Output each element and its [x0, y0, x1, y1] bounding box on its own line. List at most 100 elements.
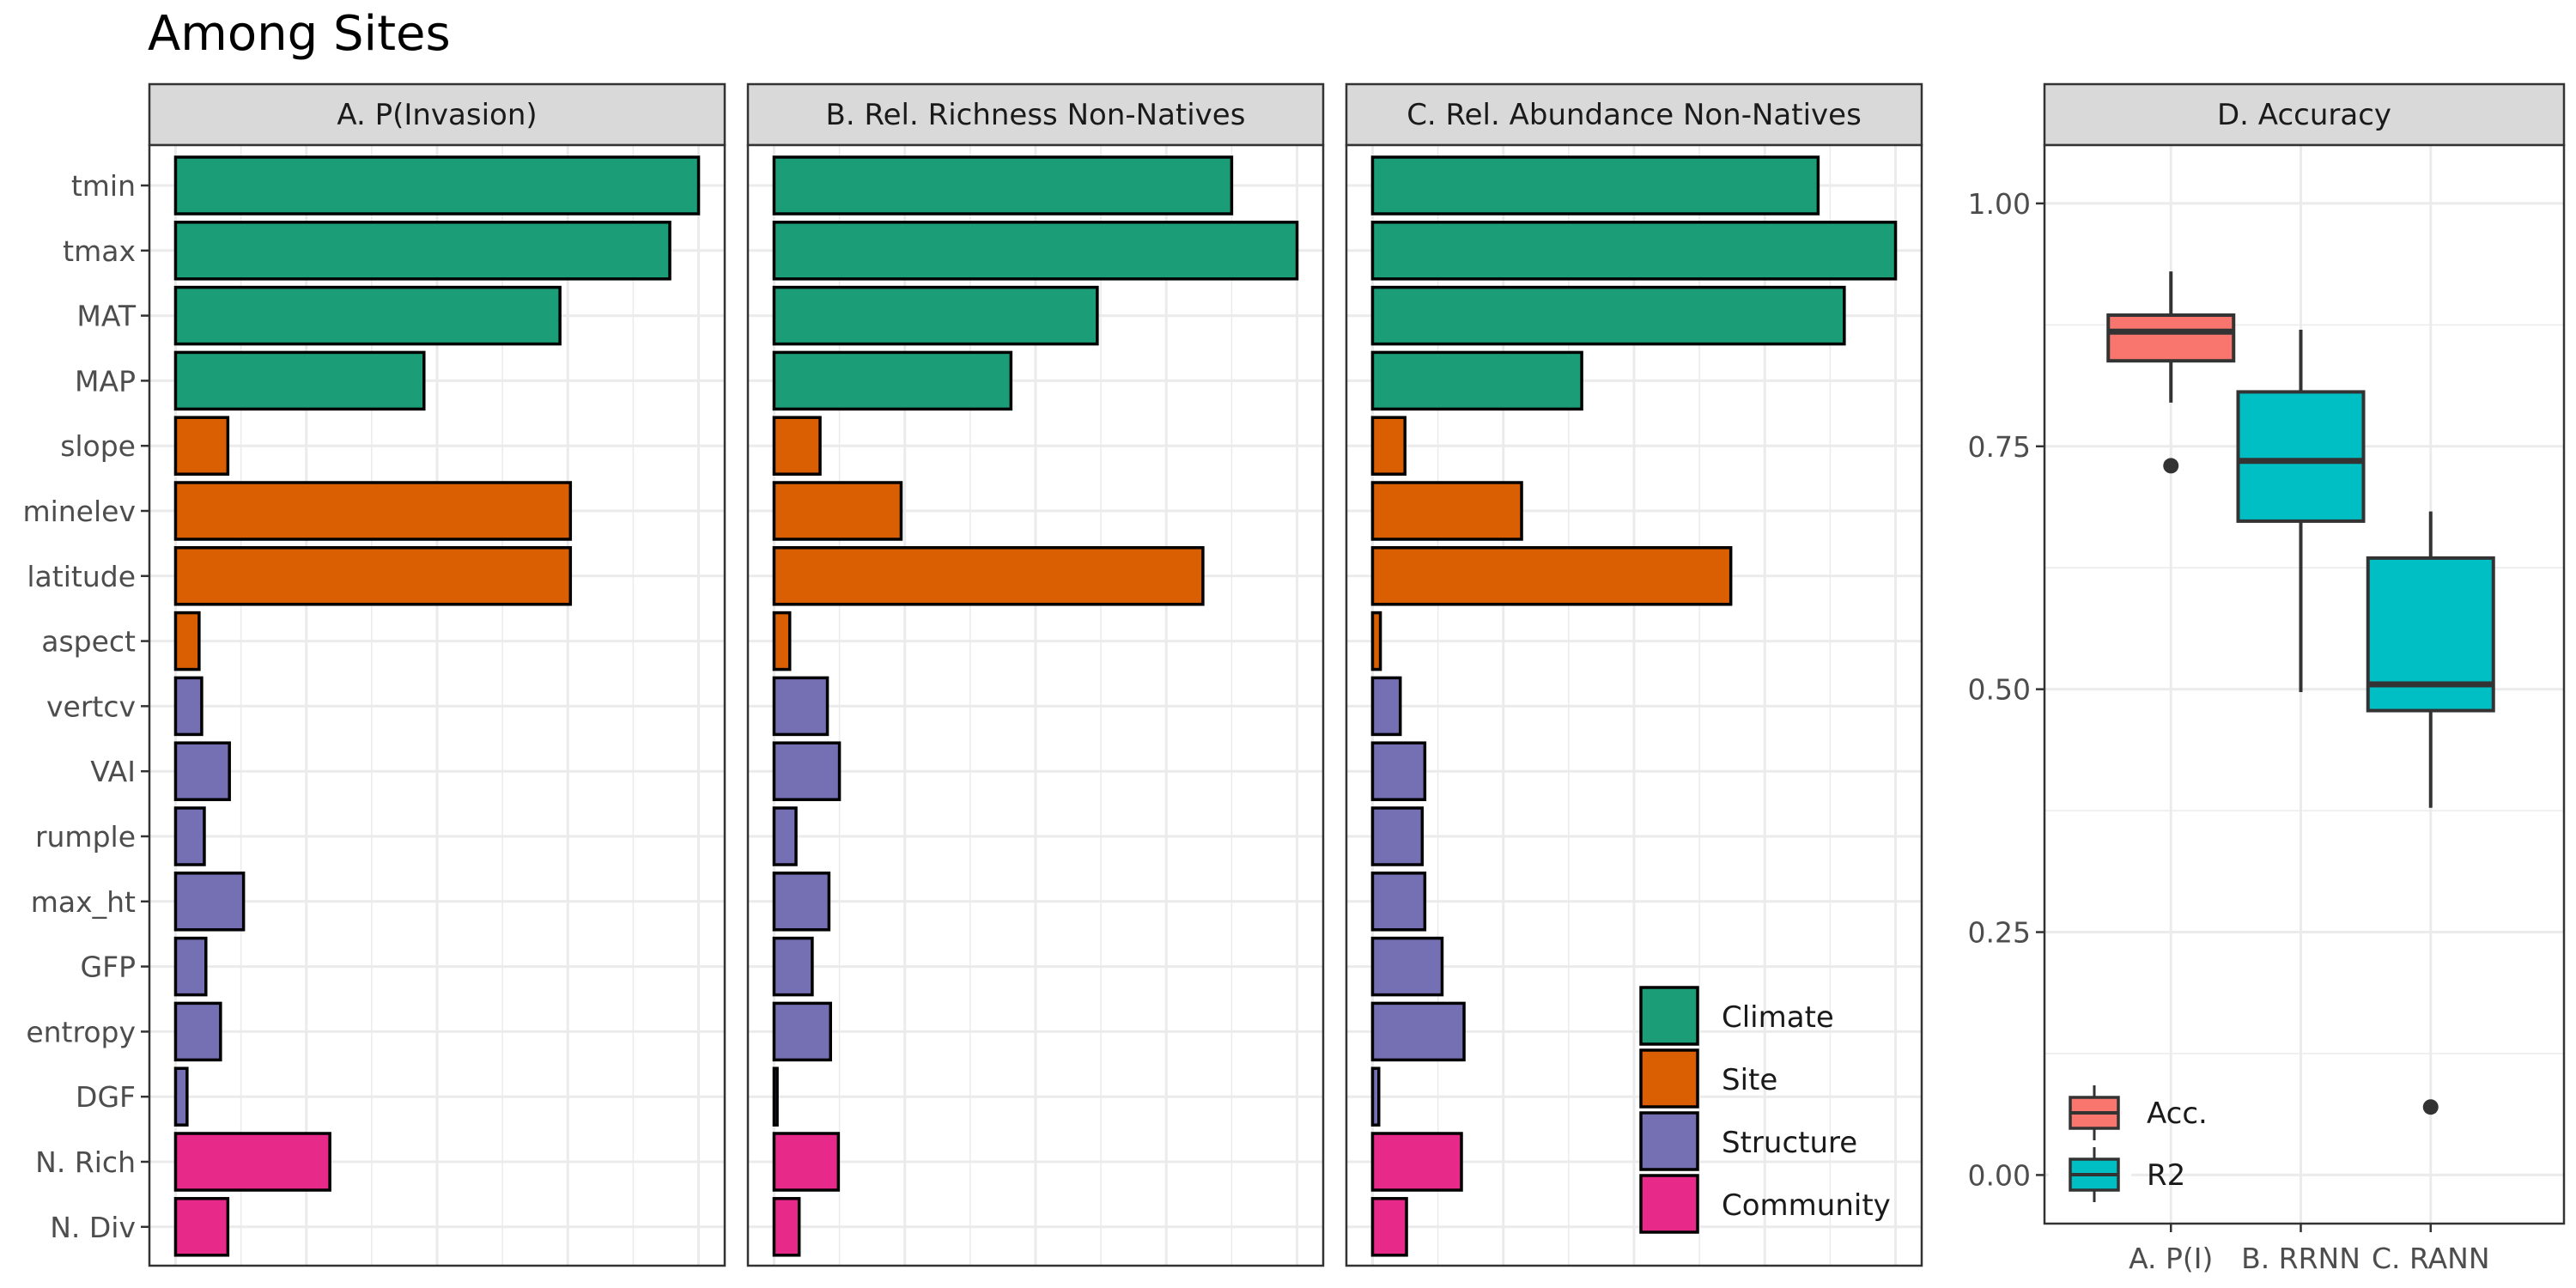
y-tick-label: tmax — [63, 234, 136, 268]
y-tick-label: 0.50 — [1968, 673, 2031, 707]
bar-max-ht — [772, 872, 831, 932]
panel-strip — [148, 82, 726, 147]
bar-vai — [1370, 741, 1427, 801]
bar-tmin — [772, 155, 1234, 216]
bar-minelev — [1370, 481, 1523, 541]
panel-border — [2043, 143, 2566, 1225]
y-tick-label: GFP — [81, 951, 136, 984]
y-tick-label: N. Div — [50, 1211, 136, 1244]
y-tick-label: 0.00 — [1968, 1158, 2031, 1192]
bar-entropy — [173, 1001, 222, 1062]
legend-key — [1639, 1111, 1699, 1171]
bar-max-ht — [173, 872, 246, 932]
box-panel-accuracy: D. Accuracy 0.00 0.25 0.50 0.75 1.00 A. P(I) B.… — [1968, 82, 2566, 1275]
bar-max-ht — [1370, 872, 1427, 932]
bar-entropy — [772, 1001, 832, 1062]
panel-title: B. Rel. Richness Non-Natives — [826, 98, 1246, 132]
legend-label: Structure — [1722, 1126, 1857, 1160]
bar-panel-3: C. Rel. Abundance Non-Natives — [1345, 82, 1923, 1267]
bar-dgf — [772, 1066, 779, 1127]
bar-minelev — [173, 481, 573, 541]
legend-label: R2 — [2147, 1158, 2185, 1193]
bar-gfp — [1370, 936, 1444, 997]
y-tick-label: MAT — [76, 300, 136, 333]
legend-label: Site — [1722, 1063, 1777, 1097]
y-tick-label: slope — [60, 429, 136, 463]
box-2 — [2236, 329, 2366, 693]
y-tick-label: aspect — [41, 625, 136, 659]
legend-groups: Climate Site Structure Community — [1639, 986, 1891, 1234]
box-outlier — [2163, 458, 2179, 474]
bar-aspect — [173, 611, 201, 671]
bar-latitude — [173, 546, 573, 606]
bar-tmax — [772, 221, 1299, 281]
legend-key — [1639, 986, 1699, 1046]
bar-latitude — [1370, 546, 1733, 606]
panel-strip — [746, 82, 1325, 147]
bar-map — [173, 350, 426, 411]
box-1 — [2106, 271, 2236, 474]
bar-n-div — [1370, 1197, 1408, 1257]
legend-key — [1639, 1048, 1699, 1109]
panel-border — [746, 143, 1325, 1267]
y-tick-label: vertcv — [46, 690, 136, 723]
box-outlier — [2422, 1099, 2439, 1115]
bar-minelev — [772, 481, 903, 541]
panel-border — [148, 143, 726, 1267]
box-3 — [2366, 511, 2495, 1115]
bar-mat — [772, 285, 1099, 346]
panel-strip — [2043, 82, 2566, 147]
bar-latitude — [772, 546, 1205, 606]
bar-mat — [173, 285, 562, 346]
legend-accuracy: Acc. R2 — [2049, 1060, 2208, 1206]
x-tick-label: A. P(I) — [2129, 1242, 2213, 1275]
y-tick-label: latitude — [27, 560, 136, 593]
x-tick-label: B. RRNN — [2241, 1242, 2360, 1275]
bar-tmax — [173, 221, 671, 281]
bar-panel-2: B. Rel. Richness Non-Natives — [746, 82, 1325, 1267]
box-body — [2366, 556, 2495, 713]
bar-gfp — [173, 936, 208, 997]
bar-n-rich — [1370, 1132, 1463, 1192]
y-tick-label: 0.25 — [1968, 916, 2031, 950]
bar-dgf — [173, 1066, 189, 1127]
bar-entropy — [1370, 1001, 1466, 1062]
y-tick-label: rumple — [35, 820, 136, 854]
bar-map — [1370, 350, 1583, 411]
bar-vertcv — [1370, 676, 1402, 737]
y-tick-label: N. Rich — [35, 1145, 136, 1179]
y-tick-label: entropy — [26, 1015, 136, 1048]
bar-rumple — [772, 806, 798, 866]
y-tick-label: MAP — [75, 364, 136, 398]
bar-n-rich — [772, 1132, 841, 1192]
bar-rumple — [1370, 806, 1425, 866]
panel-title: D. Accuracy — [2217, 98, 2391, 132]
bar-slope — [772, 416, 822, 476]
legend-label: Acc. — [2147, 1097, 2208, 1131]
bar-tmin — [1370, 155, 1820, 216]
bar-tmin — [173, 155, 701, 216]
bar-map — [772, 350, 1013, 411]
bar-gfp — [772, 936, 814, 997]
legend-key — [1639, 1174, 1699, 1234]
bar-rumple — [173, 806, 206, 866]
x-tick-label: C. RANN — [2372, 1242, 2490, 1275]
bar-n-rich — [173, 1132, 331, 1192]
y-tick-label: 0.75 — [1968, 430, 2031, 464]
bar-panel-1: A. P(Invasion) tmin tmax MAT MAP slope minelev… — [22, 82, 726, 1267]
y-tick-label: max_ht — [31, 885, 136, 919]
panel-border — [1345, 143, 1923, 1267]
bar-vertcv — [772, 676, 829, 737]
bar-slope — [173, 416, 230, 476]
bar-n-div — [772, 1197, 801, 1257]
bar-aspect — [772, 611, 792, 671]
y-tick-label: tmin — [71, 169, 136, 203]
bar-vai — [772, 741, 841, 801]
panel-title: C. Rel. Abundance Non-Natives — [1406, 98, 1862, 132]
y-tick-label: minelev — [22, 495, 136, 528]
legend-label: Climate — [1722, 1000, 1834, 1035]
box-body — [2236, 390, 2366, 523]
bar-aspect — [1370, 611, 1382, 671]
panel-strip — [1345, 82, 1923, 147]
